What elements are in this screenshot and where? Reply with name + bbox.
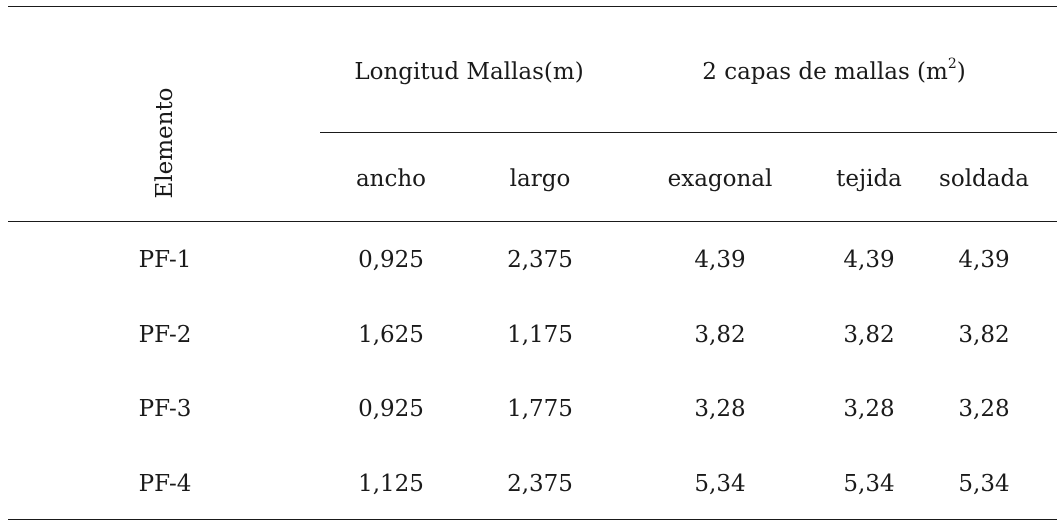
row-2-exagonal: 3,82: [694, 322, 746, 348]
header-bottom-rule: [8, 221, 1057, 222]
row-1-exagonal: 4,39: [694, 247, 746, 273]
subheader-ancho: ancho: [355, 166, 427, 192]
row-4-exagonal: 5,34: [694, 471, 746, 497]
table-bottom-rule: [8, 519, 1057, 520]
table-top-rule: [8, 6, 1057, 7]
row-3-element: PF-3: [138, 396, 192, 422]
row-3-largo: 1,775: [507, 396, 573, 422]
row-1-ancho: 0,925: [358, 247, 424, 273]
row-4-element: PF-4: [138, 471, 192, 497]
row-4-tejida: 5,34: [843, 471, 895, 497]
element-column-header: Elemento: [152, 87, 178, 199]
subheader-exagonal: exagonal: [667, 166, 773, 192]
row-4-soldada: 5,34: [958, 471, 1010, 497]
length-group-header: Longitud Mallas(m): [354, 59, 584, 85]
row-3-exagonal: 3,28: [694, 396, 746, 422]
row-1-largo: 2,375: [507, 247, 573, 273]
row-4-ancho: 1,125: [358, 471, 424, 497]
row-2-soldada: 3,82: [958, 322, 1010, 348]
subheader-tejida: tejida: [836, 166, 902, 192]
subheader-soldada: soldada: [939, 166, 1029, 192]
row-4-largo: 2,375: [507, 471, 573, 497]
layers-group-header-close: ): [956, 59, 966, 85]
group-header-underline: [320, 132, 1057, 133]
layers-group-header-superscript: 2: [947, 56, 957, 73]
layers-group-header-text: 2 capas de mallas (m: [702, 59, 948, 85]
row-3-tejida: 3,28: [843, 396, 895, 422]
row-1-tejida: 4,39: [843, 247, 895, 273]
row-2-tejida: 3,82: [843, 322, 895, 348]
row-2-largo: 1,175: [507, 322, 573, 348]
row-1-element: PF-1: [138, 247, 192, 273]
row-3-ancho: 0,925: [358, 396, 424, 422]
row-2-ancho: 1,625: [358, 322, 424, 348]
row-1-soldada: 4,39: [958, 247, 1010, 273]
row-3-soldada: 3,28: [958, 396, 1010, 422]
subheader-largo: largo: [509, 166, 571, 192]
layers-group-header: 2 capas de mallas (m2): [702, 57, 965, 87]
row-2-element: PF-2: [138, 322, 192, 348]
